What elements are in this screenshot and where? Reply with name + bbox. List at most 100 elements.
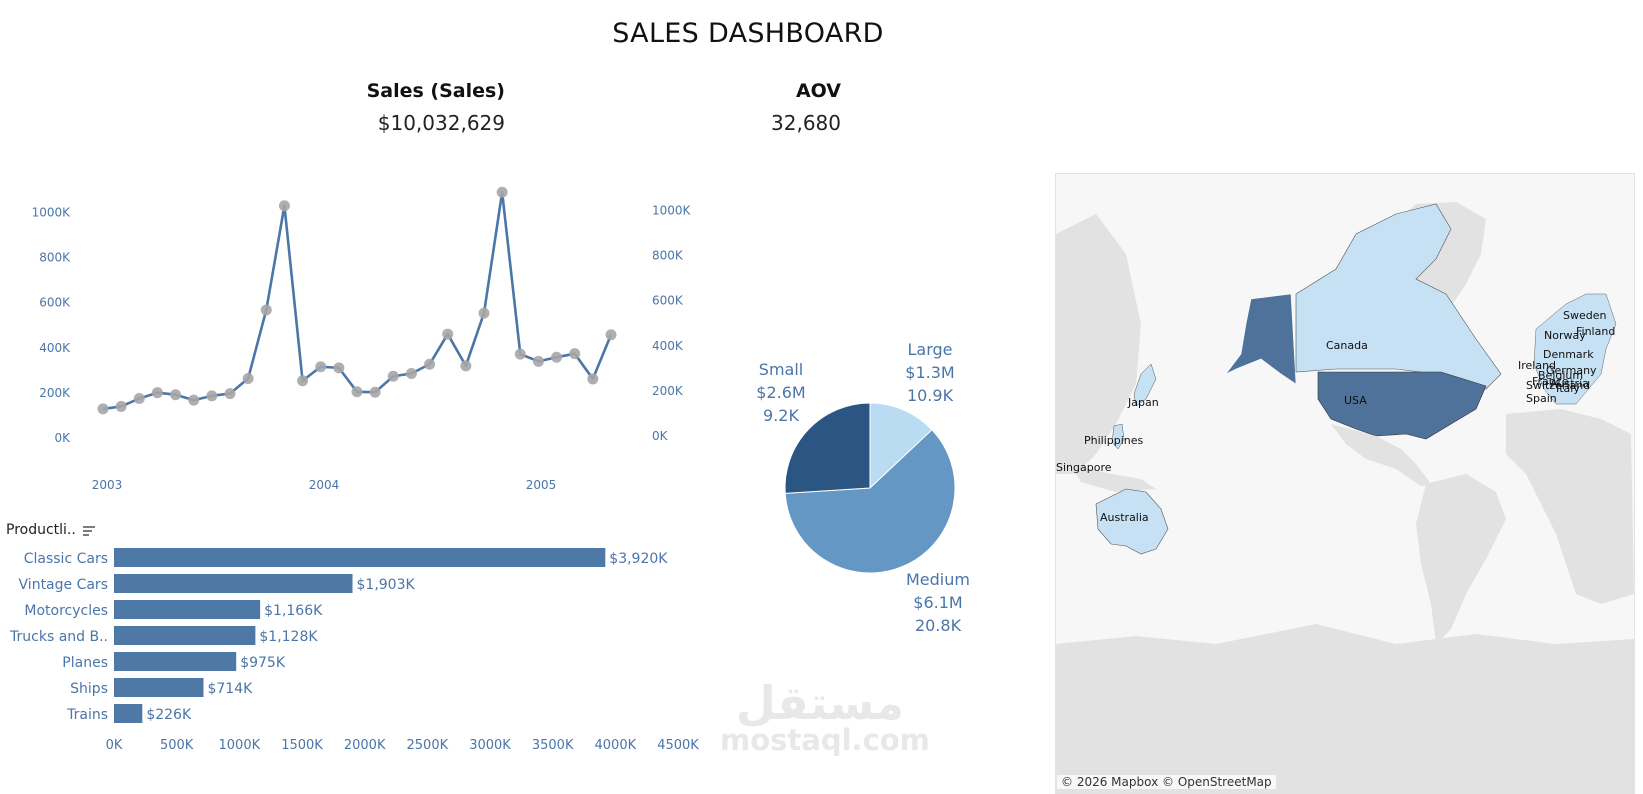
line-point[interactable]: [424, 358, 436, 370]
bar-x-tick: 0K: [106, 738, 123, 753]
line-point[interactable]: [333, 362, 345, 374]
line-point[interactable]: [478, 307, 490, 319]
line-point[interactable]: [587, 373, 599, 385]
map-land-antarctica: [1056, 624, 1634, 794]
pie-slice-small[interactable]: [784, 402, 871, 494]
line-y-tick-left: 600K: [39, 296, 71, 310]
line-point[interactable]: [151, 387, 163, 399]
watermark-latin: mostaql.com: [720, 723, 930, 757]
line-point[interactable]: [405, 368, 417, 380]
line-x-tick: 2004: [309, 478, 340, 492]
map-label-italy: Italy: [1556, 382, 1580, 395]
map-label-sweden: Sweden: [1563, 309, 1606, 322]
map-region-europe[interactable]: [1533, 293, 1617, 405]
map-region-alaska[interactable]: [1225, 293, 1297, 385]
map-label-usa: USA: [1344, 394, 1367, 407]
map-label-norway: Norway: [1544, 329, 1586, 342]
productline-bar-chart[interactable]: Productli.. Classic Cars $3,920K Vintage C…: [0, 520, 720, 760]
kpi-sales-value: $10,032,629: [377, 111, 505, 135]
pie-label-small: $2.6M: [756, 383, 805, 402]
bar-trains[interactable]: [114, 704, 143, 723]
line-y-tick-left: 0K: [54, 431, 71, 445]
line-point[interactable]: [460, 360, 472, 372]
bar-trucks-and-b[interactable]: [114, 626, 256, 645]
line-point[interactable]: [133, 393, 145, 405]
line-point[interactable]: [170, 389, 182, 401]
kpi-aov-label: AOV: [795, 80, 841, 102]
bar-category-label: Planes: [62, 655, 108, 671]
bar-planes[interactable]: [114, 652, 237, 671]
pie-slice-large[interactable]: [869, 402, 933, 490]
map-label-canada: Canada: [1326, 339, 1368, 352]
line-point[interactable]: [260, 304, 272, 316]
sales-trend-line-chart[interactable]: 0K 200K 400K 600K 800K 1000K 0K 200K 400K 600K 80…: [0, 180, 720, 500]
map-label-philippines: Philippines: [1084, 434, 1144, 447]
deal-size-pie-chart[interactable]: Large $1.3M 10.9K Medium $6.1M 20.8K Small $2.6…: [740, 330, 1000, 640]
line-point[interactable]: [351, 386, 363, 398]
map-region-australia[interactable]: [1095, 488, 1169, 555]
line-point[interactable]: [97, 403, 109, 415]
line-x-tick: 2003: [92, 478, 123, 492]
line-point[interactable]: [188, 394, 200, 406]
line-point[interactable]: [369, 386, 381, 398]
line-y-tick-left: 200K: [39, 386, 71, 400]
bar-category-label: Ships: [70, 681, 108, 697]
pie-label-large: $1.3M: [905, 363, 954, 382]
map-attribution[interactable]: © 2026 Mapbox © OpenStreetMap: [1057, 775, 1276, 789]
map-label-spain: Spain: [1526, 392, 1557, 405]
sales-line[interactable]: [102, 190, 613, 411]
bar-vintage-cars[interactable]: [114, 574, 353, 593]
line-point[interactable]: [315, 361, 327, 373]
bar-value-label: $1,166K: [264, 603, 323, 619]
line-y-tick-right: 1000K: [652, 204, 692, 218]
line-point[interactable]: [551, 351, 563, 363]
line-point[interactable]: [442, 328, 454, 340]
map-label-denmark: Denmark: [1543, 348, 1594, 361]
bar-value-label: $1,128K: [259, 629, 318, 645]
line-point[interactable]: [224, 388, 236, 400]
line-point[interactable]: [206, 390, 218, 402]
line-point[interactable]: [242, 372, 254, 384]
line-series[interactable]: [97, 186, 617, 415]
bar-classic-cars[interactable]: [114, 548, 606, 567]
map-region-japan[interactable]: [1133, 363, 1157, 407]
map-label-belgium: Belgium: [1538, 369, 1583, 382]
sort-icon[interactable]: [82, 522, 98, 538]
line-point[interactable]: [532, 355, 544, 367]
line-point[interactable]: [115, 400, 127, 412]
map-label-ireland: Ireland: [1518, 359, 1556, 372]
pie-slice-medium[interactable]: [784, 429, 956, 574]
line-y-axis-right: 0K 200K 400K 600K 800K 1000K: [652, 204, 692, 443]
map-label-germany: Germany: [1546, 364, 1597, 377]
line-point[interactable]: [569, 348, 581, 360]
line-point[interactable]: [278, 200, 290, 212]
line-point[interactable]: [496, 186, 508, 198]
bar-motorcycles[interactable]: [114, 600, 261, 619]
map-label-austria: Austria: [1550, 377, 1589, 390]
bar-value-label: $714K: [207, 681, 253, 697]
line-point[interactable]: [514, 348, 526, 360]
map-land-mexico: [1331, 424, 1431, 486]
pie-label-small: Small: [759, 360, 803, 379]
line-point[interactable]: [387, 370, 399, 382]
watermark-arabic: مستقل: [735, 676, 905, 730]
map-region-usa[interactable]: [1317, 371, 1487, 440]
pie-label-medium: Medium: [906, 570, 970, 589]
line-y-tick-left: 800K: [39, 251, 71, 265]
bar-x-tick: 3500K: [532, 738, 574, 753]
line-y-tick-right: 800K: [652, 249, 684, 263]
bar-x-tick: 1500K: [281, 738, 323, 753]
pie-label-medium: $6.1M: [913, 593, 962, 612]
kpi-aov-value: 32,680: [771, 111, 841, 135]
map-land-indonesia: [1071, 464, 1156, 492]
bar-x-tick: 500K: [160, 738, 194, 753]
map-region-canada[interactable]: [1295, 203, 1502, 390]
bar-x-tick: 4000K: [595, 738, 637, 753]
line-point[interactable]: [297, 375, 309, 387]
bar-ships[interactable]: [114, 678, 204, 697]
bar-category-label: Motorcycles: [24, 603, 108, 619]
map-region-philippines[interactable]: [1111, 423, 1125, 450]
line-point[interactable]: [605, 329, 617, 341]
sales-map[interactable]: Canada USA Japan Philippines Singapore Austra…: [1055, 173, 1635, 794]
bar-x-tick: 4500K: [657, 738, 699, 753]
